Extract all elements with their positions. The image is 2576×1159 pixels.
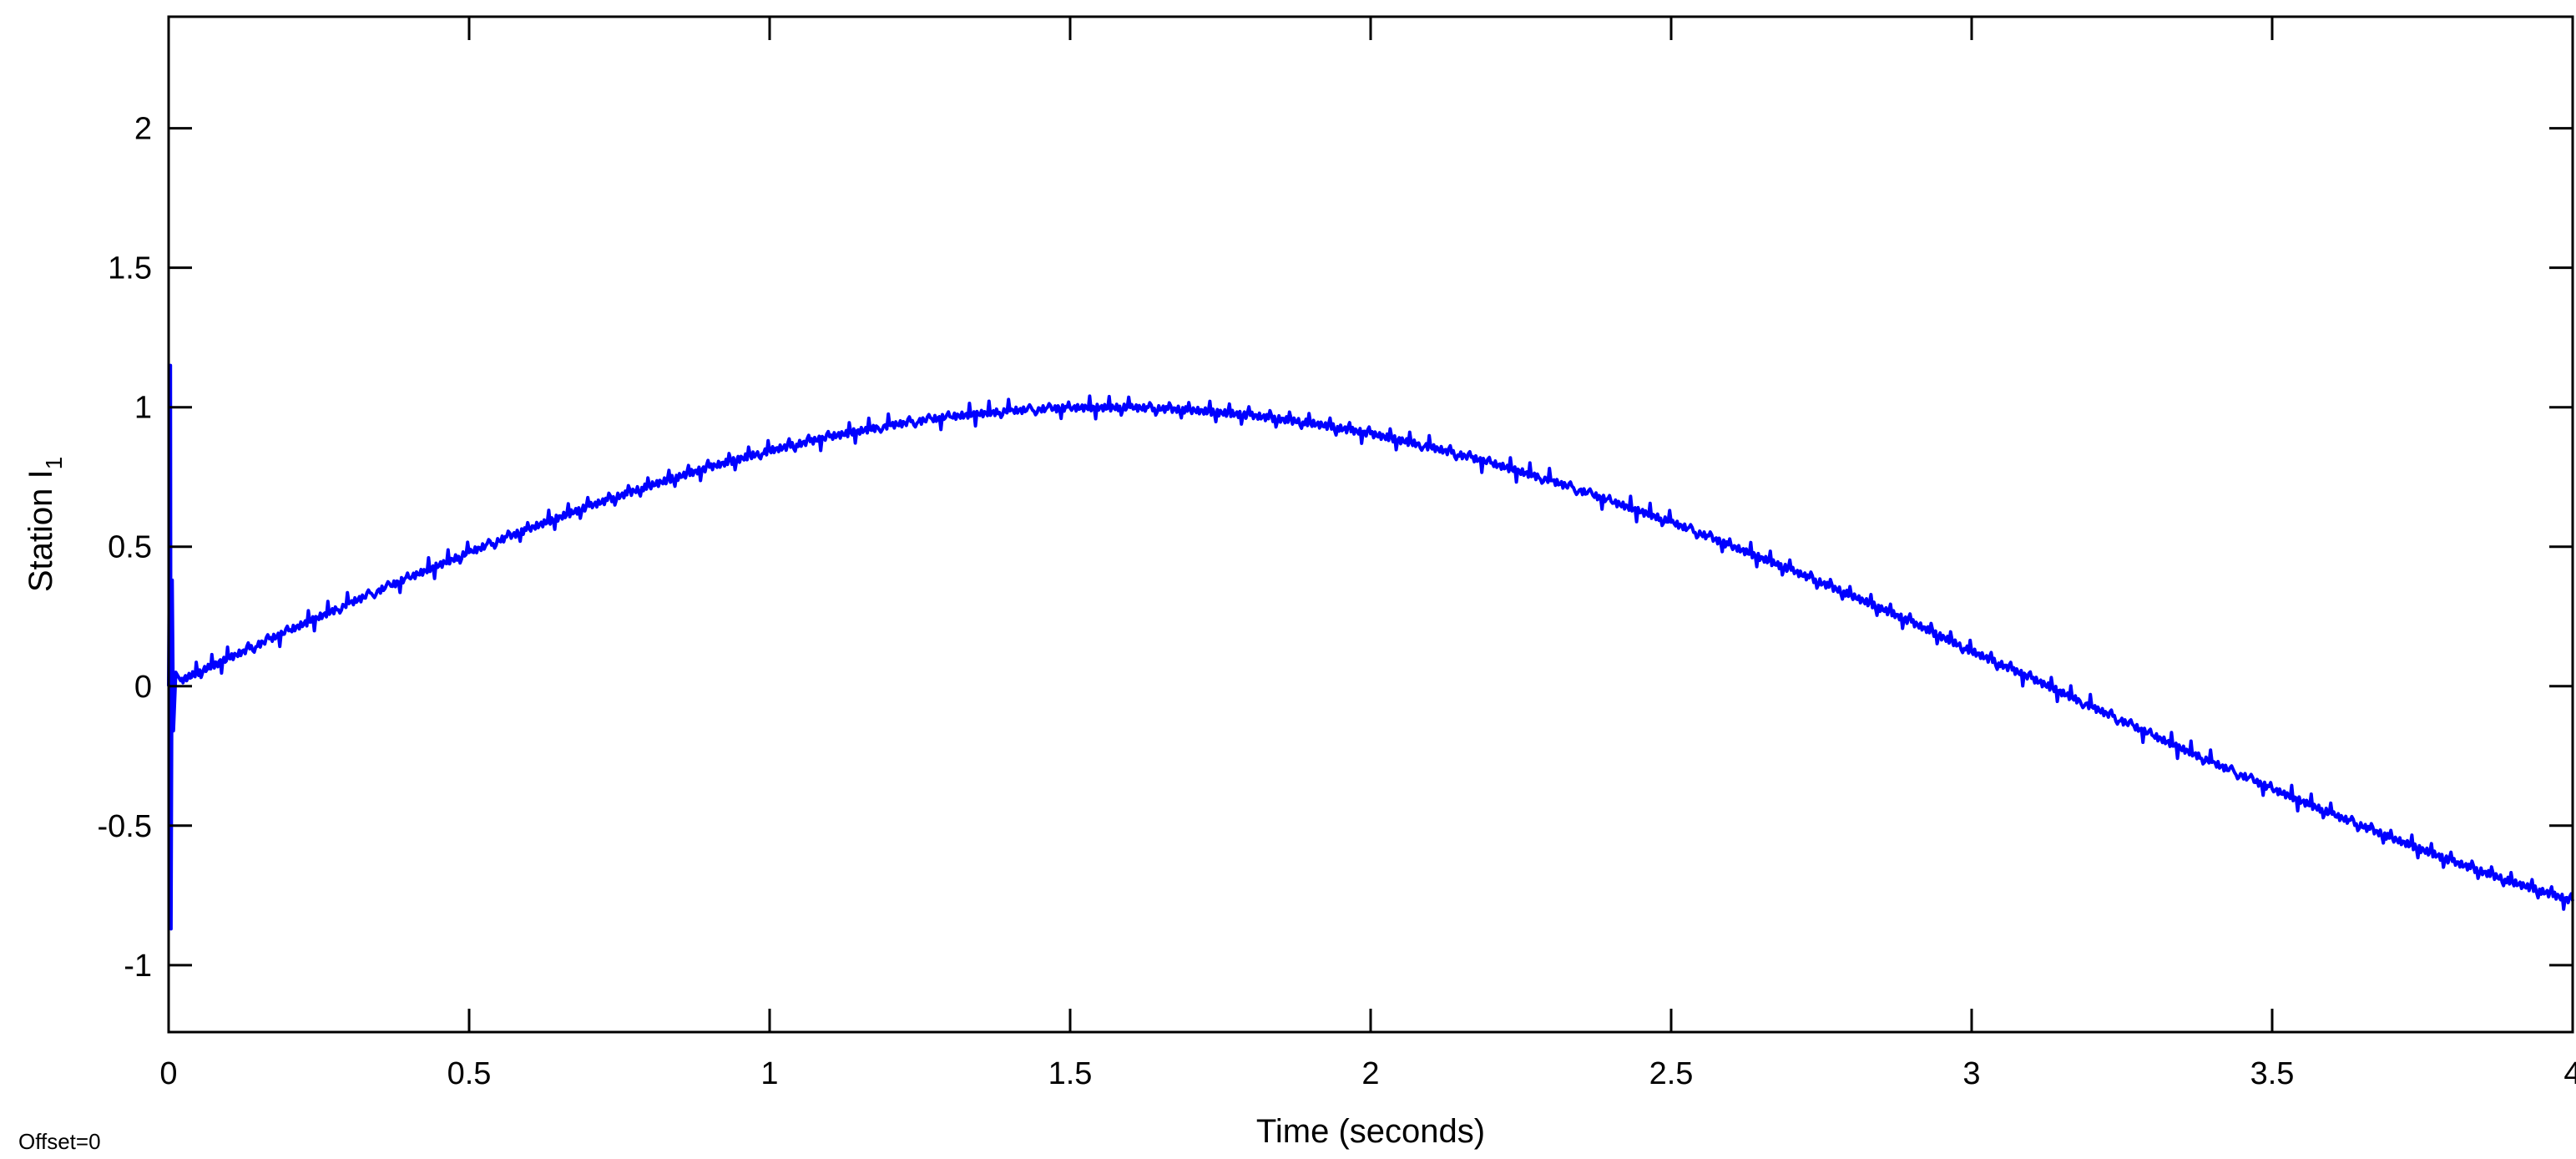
- axis-ticks: 0 0.5 1 1.5 2 2.5 3 3.5 4 -1 -0.5 0 0.5 1 1.5 2: [98, 17, 2576, 1091]
- y-tick-label: 2: [134, 112, 152, 147]
- plot-marks: [167, 363, 2574, 931]
- x-tick-label: 3: [1962, 1056, 1980, 1091]
- y-axis-label: Station I1: [23, 457, 67, 592]
- offset-note: Offset=0: [18, 1129, 101, 1154]
- x-tick-label: 4: [2563, 1056, 2576, 1091]
- x-tick-label: 1.5: [1048, 1056, 1093, 1091]
- y-axis-label-subscript: 1: [41, 457, 67, 470]
- y-tick-label: -1: [124, 949, 152, 984]
- y-tick-label: 1: [134, 391, 152, 426]
- x-tick-label: 2: [1361, 1056, 1379, 1091]
- x-tick-label: 0: [159, 1056, 177, 1091]
- x-axis-label: Time (seconds): [1256, 1113, 1485, 1150]
- x-tick-label: 0.5: [447, 1056, 492, 1091]
- y-axis-label-main: Station I: [23, 469, 59, 592]
- data-series-line: [167, 363, 2574, 931]
- x-tick-label: 3.5: [2250, 1056, 2295, 1091]
- y-tick-label: -0.5: [98, 809, 152, 844]
- y-tick-label: 1.5: [108, 251, 152, 286]
- x-tick-label: 1: [760, 1056, 778, 1091]
- y-tick-label: 0.5: [108, 530, 152, 565]
- x-tick-label: 2.5: [1649, 1056, 1694, 1091]
- y-tick-label: 0: [134, 670, 152, 705]
